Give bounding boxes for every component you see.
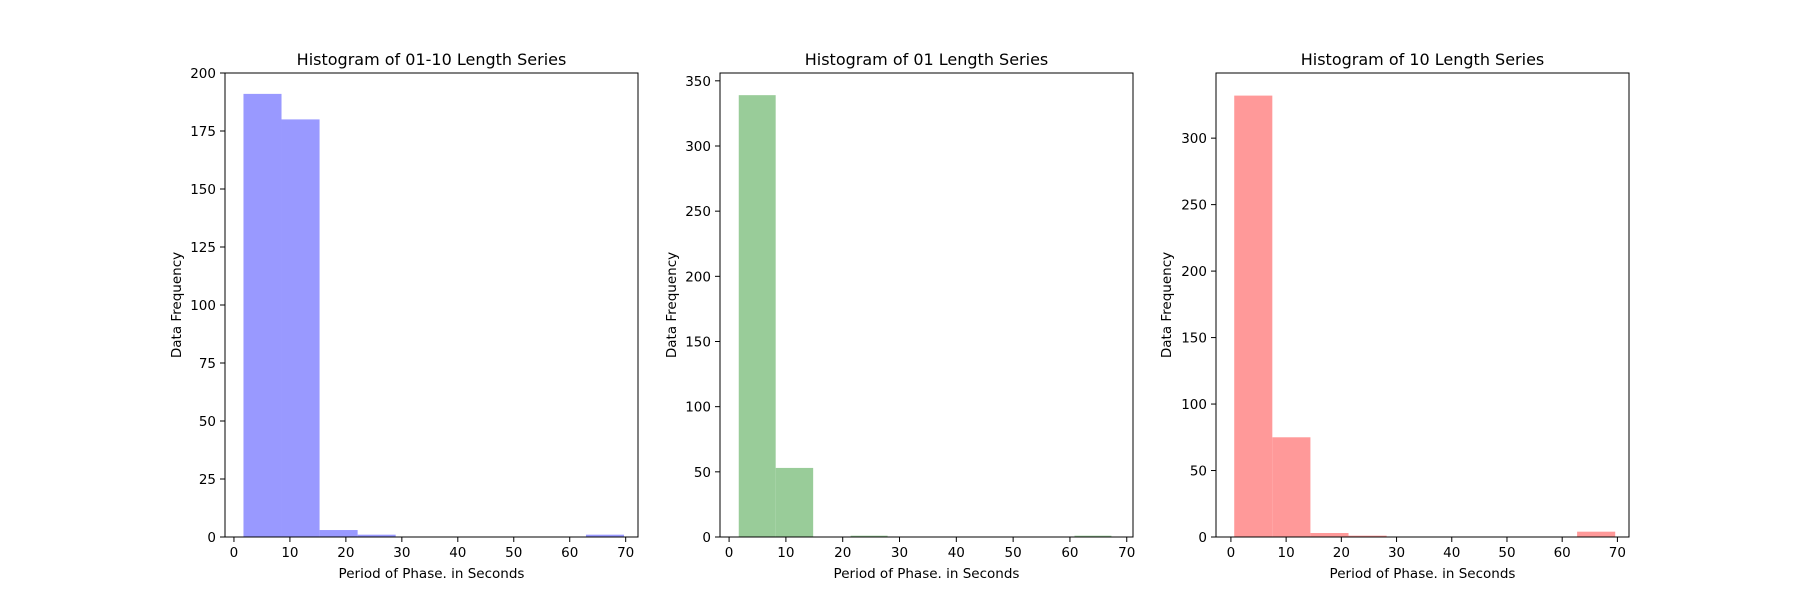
y-axis-label: Data Frequency [664, 252, 680, 358]
histogram-bar [775, 467, 814, 537]
y-axis-label: Data Frequency [1159, 252, 1175, 358]
y-tick-label: 300 [685, 139, 711, 155]
x-tick-label: 50 [1005, 545, 1022, 561]
y-tick-label: 50 [694, 465, 711, 481]
x-tick-label: 0 [230, 545, 239, 561]
x-tick-label: 10 [281, 545, 298, 561]
y-tick-label: 50 [1190, 464, 1207, 480]
histogram-bars [243, 93, 625, 538]
x-axis-ticks: 0 10 20 30 40 50 60 70 [230, 537, 634, 561]
x-tick-label: 40 [948, 545, 965, 561]
y-tick-label: 250 [685, 204, 711, 220]
x-tick-label: 70 [617, 545, 634, 561]
x-axis-label: Period of Phase. in Seconds [834, 566, 1020, 582]
x-tick-label: 30 [891, 545, 908, 561]
subplot-1: Histogram of 01-10 Length Series Period … [169, 50, 639, 582]
histogram-bar [1348, 535, 1387, 537]
histogram-bar [1310, 533, 1349, 537]
histogram-bars [738, 95, 1112, 537]
y-tick-label: 250 [1181, 198, 1207, 214]
y-axis-label: Data Frequency [169, 252, 185, 358]
y-tick-label: 100 [1181, 397, 1207, 413]
y-tick-label: 200 [1181, 264, 1207, 280]
histogram-bar [1577, 531, 1616, 537]
x-tick-label: 20 [834, 545, 851, 561]
x-axis-label: Period of Phase. in Seconds [1330, 566, 1516, 582]
chart-title: Histogram of 01 Length Series [805, 50, 1049, 69]
histogram-bar [1074, 535, 1112, 537]
histogram-bar [319, 530, 358, 537]
y-tick-label: 200 [685, 269, 711, 285]
plot-frame [719, 72, 1134, 538]
x-tick-label: 0 [725, 545, 734, 561]
y-tick-label: 100 [685, 400, 711, 416]
chart-title: Histogram of 10 Length Series [1301, 50, 1545, 69]
y-tick-label: 350 [685, 74, 711, 90]
y-tick-label: 125 [190, 240, 216, 256]
histogram-bar [281, 119, 320, 538]
x-tick-label: 0 [1227, 545, 1236, 561]
y-tick-label: 175 [190, 124, 216, 140]
x-tick-label: 50 [1498, 545, 1515, 561]
histogram-bar [585, 534, 625, 537]
y-axis-ticks: 0 50 100 150 200 250 300 [1181, 131, 1216, 546]
histogram-bar [1234, 95, 1273, 537]
y-tick-label: 75 [199, 356, 216, 372]
y-tick-label: 0 [702, 530, 711, 546]
y-tick-label: 200 [190, 66, 216, 82]
y-tick-label: 25 [199, 472, 216, 488]
subplot-2: Histogram of 01 Length Series Period of … [664, 50, 1135, 582]
x-tick-label: 20 [337, 545, 354, 561]
x-tick-label: 40 [1443, 545, 1460, 561]
x-tick-label: 50 [505, 545, 522, 561]
subplot-3: Histogram of 10 Length Series Period of … [1159, 50, 1630, 582]
plot-frame [1215, 72, 1630, 538]
x-tick-label: 10 [777, 545, 794, 561]
histogram-bar [1272, 437, 1311, 537]
x-tick-label: 10 [1278, 545, 1295, 561]
y-tick-label: 150 [685, 334, 711, 350]
y-tick-label: 100 [190, 298, 216, 314]
y-tick-label: 0 [207, 530, 216, 546]
x-tick-label: 70 [1609, 545, 1626, 561]
y-axis-ticks: 0 50 100 150 200 250 300 350 [685, 74, 720, 546]
x-tick-label: 20 [1333, 545, 1350, 561]
x-axis-ticks: 0 10 20 30 40 50 60 70 [1227, 537, 1626, 561]
histogram-bar [243, 93, 282, 537]
x-tick-label: 30 [393, 545, 410, 561]
histogram-bars [1234, 95, 1616, 537]
x-tick-label: 30 [1388, 545, 1405, 561]
x-tick-label: 60 [561, 545, 578, 561]
plot-frame [224, 72, 639, 538]
x-axis-ticks: 0 10 20 30 40 50 60 70 [725, 537, 1135, 561]
y-tick-label: 50 [199, 414, 216, 430]
histogram-bar [357, 534, 396, 537]
x-tick-label: 60 [1554, 545, 1571, 561]
y-axis-ticks: 0 25 50 75 100 125 150 175 200 [190, 66, 225, 546]
y-tick-label: 150 [1181, 331, 1207, 347]
y-tick-label: 150 [190, 182, 216, 198]
histogram-bar [850, 535, 888, 537]
x-tick-label: 60 [1061, 545, 1078, 561]
y-tick-label: 0 [1198, 530, 1207, 546]
x-tick-label: 40 [449, 545, 466, 561]
histogram-bar [738, 95, 776, 537]
x-tick-label: 70 [1118, 545, 1135, 561]
chart-title: Histogram of 01-10 Length Series [297, 50, 567, 69]
y-tick-label: 300 [1181, 131, 1207, 147]
x-axis-label: Period of Phase. in Seconds [339, 566, 525, 582]
